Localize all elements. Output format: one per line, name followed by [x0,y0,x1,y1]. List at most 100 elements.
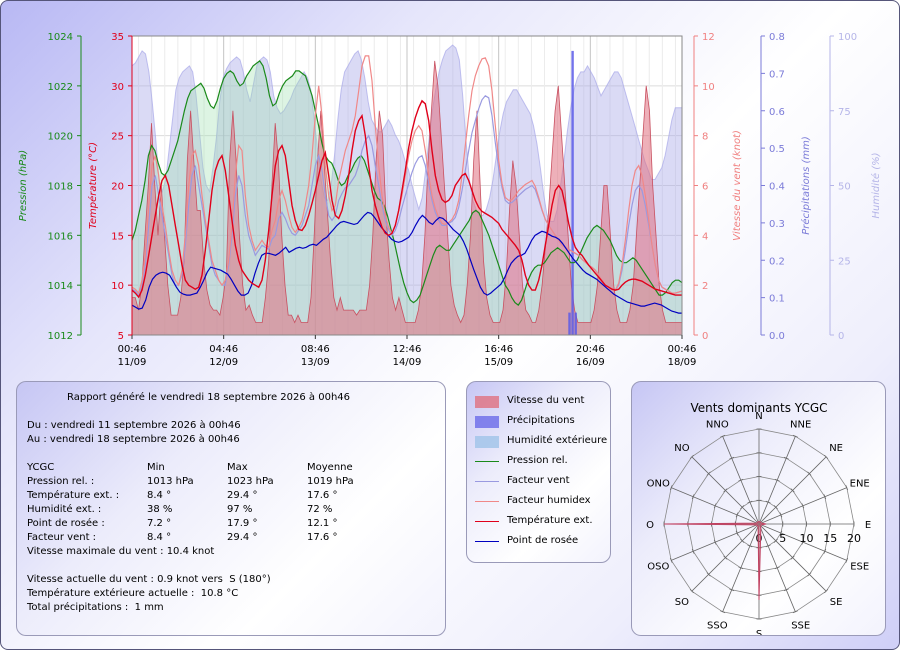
x-tick-label: 14/09 [393,357,422,368]
total-precipitation: Total précipitations : 1 mm [27,602,164,613]
legend-label: Vitesse du vent [507,395,585,406]
y-tick-label: 1018 [48,182,73,193]
row-max: 29.4 ° [227,490,258,501]
wind-rose-tick [824,589,829,594]
wind-rose-tick [792,434,798,438]
series-line [131,211,682,314]
y-axis-title: Vitesse du vent (knot) [732,130,743,241]
wind-rose-tick [689,454,694,459]
x-tick-label: 13/09 [301,357,330,368]
y-axis-title: Précipitations (mm) [800,136,812,235]
legend-swatch [475,436,499,448]
wind-rose-tick [723,488,728,493]
wind-rose-direction-label: SO [675,597,689,608]
y-tick-label: 0.5 [769,144,785,155]
wind-rose-tick [807,471,812,476]
wind-rose-direction-label: NNE [790,419,811,430]
legend-swatch [475,396,499,408]
current-wind: Vitesse actuelle du vent : 0.9 knot vers… [27,574,271,585]
y-tick-label: 8 [702,132,708,143]
x-tick-label: 11/09 [118,357,147,368]
legend-swatch [475,416,499,428]
x-tick-label: 16:46 [484,344,513,355]
wind-rose-tick [783,456,789,460]
row-max: 29.4 ° [227,532,258,543]
y-tick-label: 100 [838,32,857,43]
header-avg: Moyenne [307,462,353,473]
weather-chart: 00:46 11/09 04:46 12/09 08:46 13/09 12:46 14/09… [18,32,882,368]
y-tick-label: 12 [702,32,715,43]
row-avg: 12.1 ° [307,518,338,529]
y-tick-label: 10 [702,82,715,93]
y-tick-label: 20 [111,182,124,193]
header-min: Min [147,462,165,473]
wind-rose-tick [774,566,780,570]
header-max: Max [227,462,248,473]
y-tick-label: 4 [702,231,708,242]
wind-rose-tick [723,555,728,560]
series-line [131,60,683,306]
x-tick-label: 00:46 [668,344,697,355]
wind-rose-tick [790,488,795,493]
row-label: Facteur vent : [27,532,97,543]
wind-rose-title: Vents dominants YCGC [690,401,827,415]
wind-rose-tick [845,485,849,491]
wind-rose-chart: Vents dominants YCGCNNNENEENEEESESESSESS… [646,401,871,635]
y-tick-label: 75 [838,107,851,118]
row-avg: 17.6 ° [307,532,338,543]
wind-rose-tick [689,589,694,594]
row-max: 1023 hPa [227,476,274,487]
row-label: Température ext. : [27,490,120,501]
row-min: 8.4 ° [147,490,172,501]
x-tick-label: 00:46 [118,344,147,355]
report-from: Du : vendredi 11 septembre 2026 à 00h46 [27,420,241,431]
row-avg: 72 % [307,504,333,515]
wind-rose-tick [713,503,717,509]
y-tick-label: 0.3 [769,219,785,230]
wind-rose-tick [738,478,744,482]
current-temperature: Température extérieure actuelle : 10.8 °… [27,588,239,599]
y-tick-label: 0.7 [769,69,785,80]
y-tick-label: 25 [838,256,851,267]
wind-rose-radial-label: 10 [800,532,814,545]
summary-report: Rapport généré le vendredi 18 septembre … [16,381,446,636]
wind-rose-tick [823,548,827,554]
row-min: 8.4 ° [147,532,172,543]
wind-rose-direction-label: SSO [707,621,728,632]
x-tick-label: 16/09 [576,357,605,368]
wind-rose-tick [729,456,735,460]
wind-rose-radial-label: 15 [823,532,837,545]
x-tick-label: 04:46 [209,344,238,355]
y-axis-title: Humidité (%) [870,152,882,218]
wind-rose-direction-label: OSO [647,562,669,573]
precipitation-bar [574,312,577,335]
y-tick-label: 35 [111,32,124,43]
wind-rose-tick [747,500,753,504]
y-axis-title: Température (°C) [87,142,99,229]
legend-line [475,521,499,522]
y-tick-label: 0.0 [769,331,785,342]
wind-rose-tick [765,500,771,504]
wind-rose-tick [774,478,780,482]
legend-label: Pression rel. [507,455,568,466]
wind-rose-direction-label: N [755,411,762,422]
station-name: YCGC [27,462,55,473]
wind-rose-tick [706,572,711,577]
y-tick-label: 5 [118,331,124,342]
y-tick-label: 25 [111,132,124,143]
y-tick-label: 0.2 [769,256,785,267]
y-tick-label: 6 [702,182,708,193]
wind-rose-tick [735,512,739,518]
chart-legend: Vitesse du vent Précipitations Humidité ex… [466,381,611,563]
wind-rose-direction-label: S [756,629,762,635]
x-tick-label: 12/09 [209,357,238,368]
wind-rose-tick [807,572,812,577]
y-tick-label: 0.6 [769,107,785,118]
x-tick-label: 18/09 [668,357,697,368]
series-line [131,99,682,299]
wind-rose-direction-label: E [865,520,871,531]
wind-rose-tick [706,471,711,476]
x-tick-label: 15/09 [484,357,513,368]
y-tick-label: 0 [838,331,844,342]
